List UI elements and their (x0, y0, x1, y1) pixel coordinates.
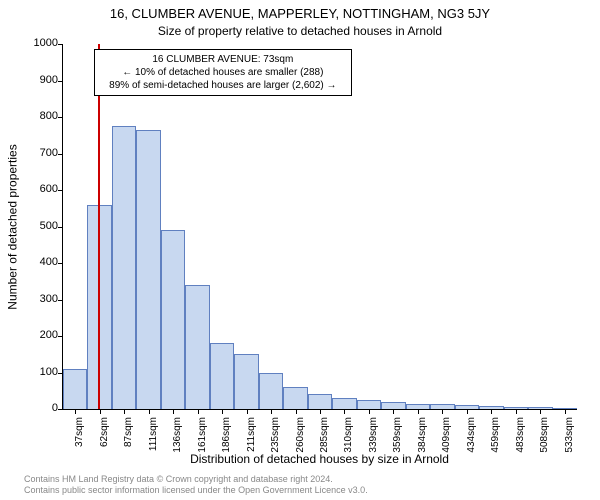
histogram-bar (161, 230, 185, 409)
y-tick-label: 900 (26, 74, 58, 86)
chart-page: 16, CLUMBER AVENUE, MAPPERLEY, NOTTINGHA… (0, 0, 600, 500)
y-tick-label: 0 (26, 402, 58, 414)
x-tick-label: 235sqm (270, 417, 281, 457)
x-tick-mark (418, 409, 419, 414)
x-tick-label: 260sqm (295, 417, 306, 457)
histogram-bar (308, 394, 332, 409)
x-tick-mark (222, 409, 223, 414)
chart-title-main: 16, CLUMBER AVENUE, MAPPERLEY, NOTTINGHA… (0, 6, 600, 21)
y-tick-label: 300 (26, 293, 58, 305)
histogram-bar (381, 402, 405, 409)
property-marker-line (98, 44, 100, 409)
y-tick-label: 400 (26, 256, 58, 268)
histogram-bar (136, 130, 160, 409)
annotation-line: 16 CLUMBER AVENUE: 73sqm (101, 53, 345, 66)
x-tick-label: 285sqm (319, 417, 330, 457)
annotation-box: 16 CLUMBER AVENUE: 73sqm← 10% of detache… (94, 49, 352, 96)
x-tick-mark (320, 409, 321, 414)
y-tick-label: 800 (26, 110, 58, 122)
x-tick-label: 186sqm (221, 417, 232, 457)
y-tick-label: 600 (26, 183, 58, 195)
histogram-bar (63, 369, 87, 409)
y-tick-mark (58, 81, 63, 82)
histogram-bar (528, 407, 552, 409)
histogram-bar (112, 126, 136, 409)
x-tick-label: 136sqm (172, 417, 183, 457)
histogram-bar (430, 404, 454, 409)
histogram-bar (210, 343, 234, 409)
histogram-bar (234, 354, 258, 409)
y-tick-mark (58, 117, 63, 118)
footer-line-1: Contains HM Land Registry data © Crown c… (24, 474, 368, 485)
x-tick-mark (442, 409, 443, 414)
histogram-bar (479, 406, 503, 409)
x-tick-label: 161sqm (197, 417, 208, 457)
footer-attribution: Contains HM Land Registry data © Crown c… (24, 474, 368, 496)
x-tick-label: 409sqm (441, 417, 452, 457)
x-tick-mark (491, 409, 492, 414)
x-tick-mark (516, 409, 517, 414)
y-tick-label: 200 (26, 329, 58, 341)
x-tick-label: 339sqm (368, 417, 379, 457)
x-tick-label: 37sqm (74, 417, 85, 457)
x-tick-mark (344, 409, 345, 414)
x-tick-mark (540, 409, 541, 414)
x-tick-label: 87sqm (123, 417, 134, 457)
histogram-bar (259, 373, 283, 410)
x-tick-mark (75, 409, 76, 414)
x-tick-label: 359sqm (392, 417, 403, 457)
histogram-bar (185, 285, 209, 409)
x-tick-mark (149, 409, 150, 414)
histogram-bar (283, 387, 307, 409)
histogram-bar (332, 398, 356, 409)
x-tick-mark (565, 409, 566, 414)
histogram-bar (455, 405, 479, 409)
x-tick-label: 211sqm (246, 417, 257, 457)
chart-title-sub: Size of property relative to detached ho… (0, 24, 600, 38)
histogram-bar (406, 404, 430, 409)
x-tick-mark (369, 409, 370, 414)
y-tick-label: 100 (26, 366, 58, 378)
y-tick-label: 1000 (26, 37, 58, 49)
y-tick-label: 700 (26, 147, 58, 159)
x-tick-label: 111sqm (148, 417, 159, 457)
x-tick-mark (100, 409, 101, 414)
histogram-bar (357, 400, 381, 409)
x-tick-mark (296, 409, 297, 414)
x-tick-label: 459sqm (490, 417, 501, 457)
footer-line-2: Contains public sector information licen… (24, 485, 368, 496)
x-tick-label: 384sqm (417, 417, 428, 457)
x-tick-label: 310sqm (343, 417, 354, 457)
x-tick-label: 434sqm (466, 417, 477, 457)
y-tick-mark (58, 190, 63, 191)
x-tick-label: 62sqm (99, 417, 110, 457)
y-tick-mark (58, 300, 63, 301)
x-tick-label: 483sqm (515, 417, 526, 457)
y-tick-mark (58, 227, 63, 228)
histogram-bar (504, 407, 528, 409)
x-tick-mark (198, 409, 199, 414)
y-tick-mark (58, 44, 63, 45)
x-tick-label: 533sqm (564, 417, 575, 457)
x-tick-mark (124, 409, 125, 414)
x-tick-mark (173, 409, 174, 414)
x-tick-mark (247, 409, 248, 414)
histogram-bar (553, 408, 577, 409)
y-tick-mark (58, 154, 63, 155)
x-tick-mark (393, 409, 394, 414)
y-tick-mark (58, 336, 63, 337)
y-tick-label: 500 (26, 220, 58, 232)
x-tick-label: 508sqm (539, 417, 550, 457)
y-tick-mark (58, 263, 63, 264)
plot-area: 16 CLUMBER AVENUE: 73sqm← 10% of detache… (62, 44, 577, 410)
x-tick-mark (271, 409, 272, 414)
annotation-line: ← 10% of detached houses are smaller (28… (101, 66, 345, 79)
annotation-line: 89% of semi-detached houses are larger (… (101, 79, 345, 92)
x-tick-mark (467, 409, 468, 414)
y-tick-mark (58, 409, 63, 410)
y-axis-label: Number of detached properties (6, 44, 20, 410)
